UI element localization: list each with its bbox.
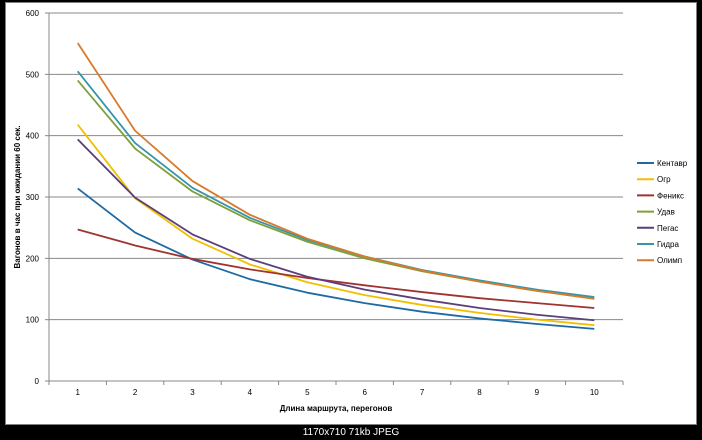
legend-label: Огр — [657, 175, 671, 184]
chart-area — [5, 2, 697, 425]
series-line — [76, 42, 595, 300]
y-axis-title: Вагонов в час при ожидании 60 сек. — [13, 126, 22, 269]
series-line — [77, 187, 595, 330]
x-tick-label: 4 — [248, 388, 253, 397]
x-tick-label: 7 — [420, 388, 425, 397]
gridlines — [48, 12, 623, 382]
legend-label: Кентавр — [657, 159, 688, 168]
x-tick-label: 9 — [535, 388, 540, 397]
line-chart: 0 100 200 300 400 500 600 1 2 3 4 5 6 7 8 9 10 Кентавр О… — [13, 9, 688, 413]
series-line — [77, 79, 595, 300]
y-tick-label: 400 — [26, 132, 40, 141]
legend: Кентавр Огр Феникс Удав Пегас Гидра Олимп — [637, 159, 688, 265]
x-tick-label: 10 — [590, 388, 599, 397]
legend-label: Пегас — [657, 224, 678, 233]
legend-label: Феникс — [657, 191, 684, 200]
x-tick-label: 6 — [362, 388, 367, 397]
series-line — [77, 228, 595, 309]
legend-label: Олимп — [657, 256, 682, 265]
legend-label: Гидра — [657, 240, 679, 249]
y-tick-label: 0 — [35, 377, 40, 386]
x-tick-label: 3 — [190, 388, 195, 397]
y-tick-label: 100 — [26, 316, 40, 325]
series-line — [76, 70, 595, 298]
series-line — [76, 124, 595, 327]
x-axis-ticks: 1 2 3 4 5 6 7 8 9 10 — [48, 381, 624, 397]
y-tick-label: 200 — [26, 254, 40, 263]
series-lines — [76, 42, 595, 330]
y-axis-ticks: 0 100 200 300 400 500 600 — [26, 9, 49, 386]
x-tick-label: 8 — [477, 388, 482, 397]
y-tick-label: 600 — [26, 9, 40, 18]
x-tick-label: 1 — [75, 388, 80, 397]
y-tick-label: 300 — [26, 193, 40, 202]
image-caption: 1170x710 71kb JPEG — [302, 427, 400, 438]
x-tick-label: 5 — [305, 388, 310, 397]
x-tick-label: 2 — [133, 388, 138, 397]
series-line — [77, 138, 595, 322]
y-tick-label: 500 — [26, 70, 40, 79]
legend-label: Удав — [657, 208, 675, 217]
x-axis-title: Длина маршрута, перегонов — [280, 404, 393, 413]
